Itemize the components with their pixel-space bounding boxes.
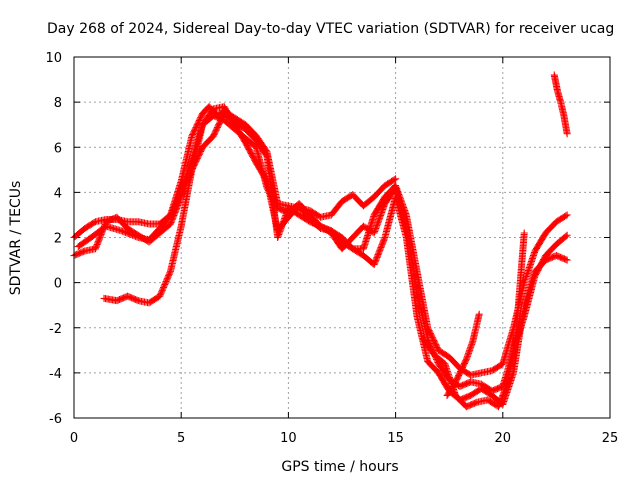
data-point [160, 282, 168, 290]
series-track-b [74, 103, 571, 408]
data-point [165, 270, 173, 278]
data-point [166, 269, 174, 277]
x-tick-label: 0 [70, 431, 78, 446]
y-axis-label: SDTVAR / TECUs [8, 181, 24, 296]
chart-title: Day 268 of 2024, Sidereal Day-to-day VTE… [47, 21, 614, 37]
data-point [380, 235, 388, 243]
data-point [562, 232, 570, 240]
x-tick-label: 10 [280, 431, 297, 446]
data-point [392, 175, 400, 183]
y-tick-label: 8 [54, 96, 62, 111]
series-track-f [443, 310, 483, 399]
data-point [157, 289, 165, 297]
x-tick-label: 20 [495, 431, 512, 446]
data-point [161, 279, 169, 287]
data-point [165, 272, 173, 280]
data-point [164, 273, 172, 281]
y-tick-label: 2 [54, 232, 62, 247]
data-point [158, 286, 166, 294]
data-point [156, 292, 164, 300]
y-tick-label: 0 [54, 277, 62, 292]
y-tick-label: 10 [45, 51, 62, 66]
ticks: 0 5 10 15 20 25 -6 -4 -2 0 2 4 6 8 10 [45, 51, 618, 446]
data-point [520, 229, 528, 237]
series-track-c [100, 112, 571, 395]
data-point [562, 212, 570, 220]
y-tick-label: 4 [54, 186, 62, 201]
x-tick-label: 5 [177, 431, 185, 446]
plot-frame [73, 56, 611, 419]
data-points [70, 71, 571, 411]
y-tick-label: -6 [49, 412, 62, 427]
data-point [163, 275, 171, 283]
data-point [163, 276, 171, 284]
data-point [563, 256, 571, 264]
x-tick-label: 15 [387, 431, 404, 446]
y-tick-label: -2 [49, 322, 62, 337]
data-point [158, 288, 166, 296]
data-point [563, 211, 571, 219]
series-track-d [70, 109, 571, 379]
data-point [563, 231, 571, 239]
data-point [475, 310, 483, 318]
data-point [563, 130, 571, 138]
data-point [159, 285, 167, 293]
data-point [390, 176, 398, 184]
data-point [156, 291, 164, 299]
data-point [162, 278, 170, 286]
data-point [562, 255, 570, 263]
data-point [160, 283, 168, 291]
data-point [161, 280, 169, 288]
y-tick-label: -4 [49, 367, 62, 382]
y-tick-label: 6 [54, 141, 62, 156]
series-track-g [550, 71, 571, 138]
x-tick-label: 25 [602, 431, 619, 446]
x-axis-label: GPS time / hours [281, 459, 398, 475]
